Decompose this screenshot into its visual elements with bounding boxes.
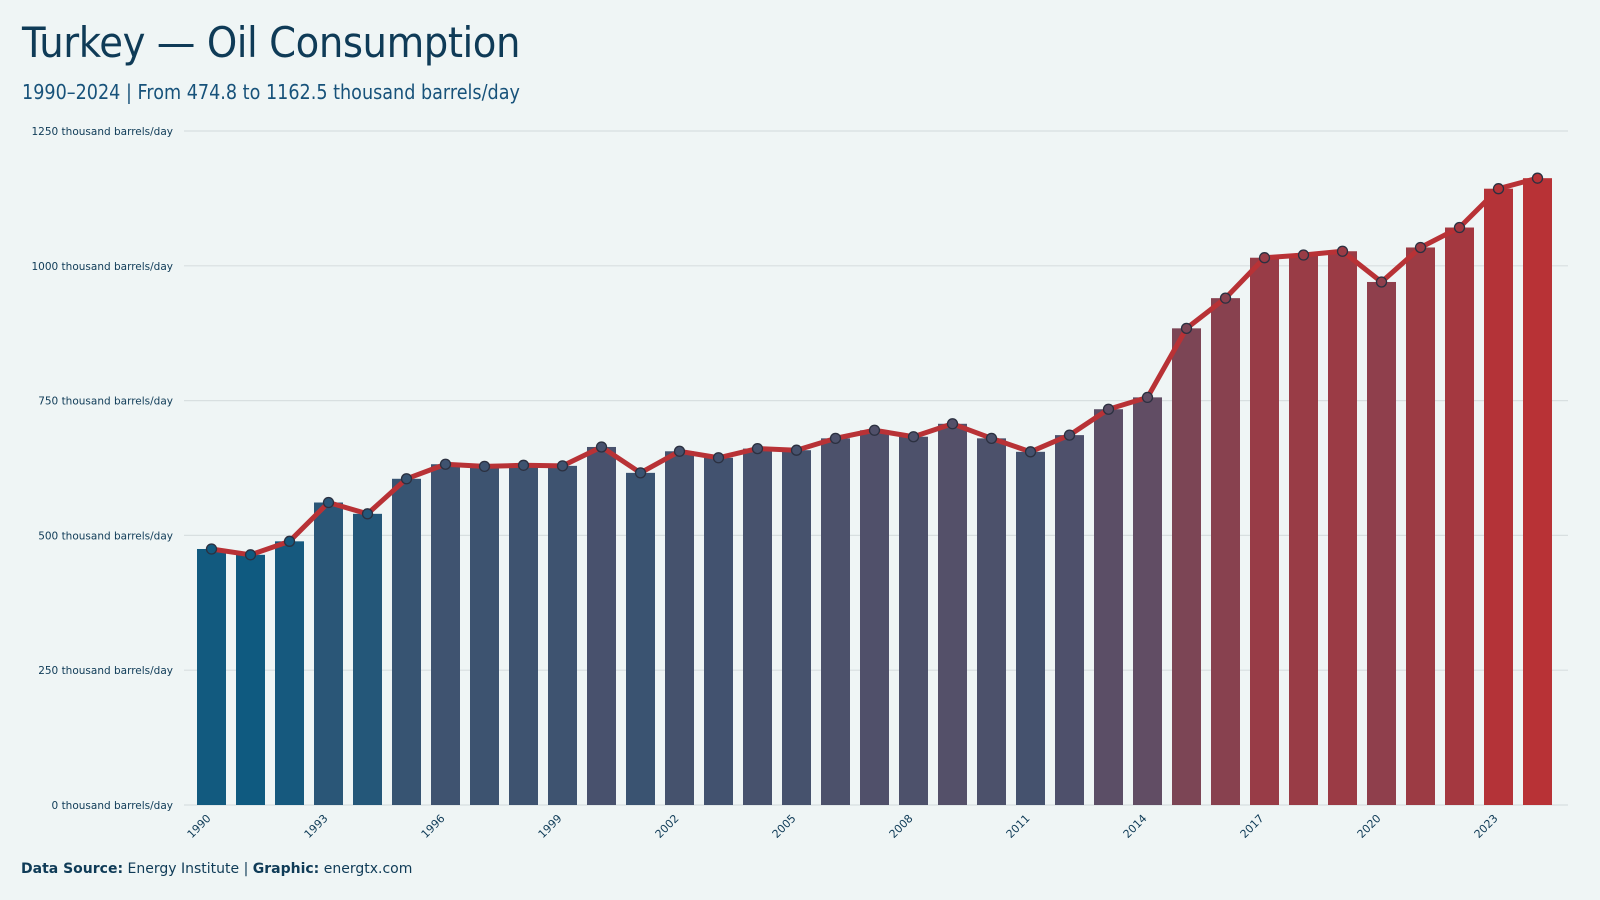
bar-2008 <box>899 436 928 805</box>
point-2011 <box>1024 446 1037 458</box>
bar-1991 <box>236 554 265 805</box>
x-tick-label-1999: 1999 <box>536 812 565 841</box>
footer-separator: | <box>243 861 249 877</box>
point-1992 <box>283 535 296 547</box>
point-2017 <box>1258 252 1271 264</box>
point-2014 <box>1141 391 1154 404</box>
point-2019 <box>1336 245 1349 257</box>
x-tick-label-2011: 2011 <box>1004 812 1033 841</box>
point-2005 <box>790 444 803 456</box>
point-2010 <box>985 432 998 444</box>
bar-1992 <box>275 541 304 805</box>
point-1997 <box>478 460 491 473</box>
bar-2007 <box>860 430 889 805</box>
bar-1998 <box>509 465 538 805</box>
bar-2021 <box>1406 247 1435 806</box>
graphic-label: Graphic: <box>252 861 320 877</box>
point-1990 <box>205 543 218 555</box>
bar-1996 <box>431 464 460 805</box>
bar-2018 <box>1289 255 1318 806</box>
x-tick-label-2014: 2014 <box>1121 812 1150 841</box>
point-2015 <box>1180 322 1193 334</box>
x-tick-label-2020: 2020 <box>1355 812 1384 841</box>
point-1993 <box>322 496 335 509</box>
point-2003 <box>712 452 725 464</box>
bar-2002 <box>665 451 694 805</box>
bar-2014 <box>1133 397 1162 805</box>
point-2008 <box>907 431 920 443</box>
x-tick-label-2005: 2005 <box>770 812 799 841</box>
x-tick-label-1996: 1996 <box>419 812 448 841</box>
x-tick-label-2017: 2017 <box>1238 812 1267 841</box>
point-2023 <box>1492 183 1505 195</box>
bar-2009 <box>938 423 967 805</box>
bar-2003 <box>704 457 733 805</box>
point-1999 <box>556 460 569 472</box>
point-2002 <box>673 445 686 457</box>
y-tick-label-250: 250 thousand barrels/day <box>38 665 173 677</box>
point-2016 <box>1219 292 1232 304</box>
point-1995 <box>400 473 413 485</box>
bar-2019 <box>1328 251 1357 806</box>
point-2012 <box>1063 429 1076 441</box>
bar-2012 <box>1055 435 1084 805</box>
point-2000 <box>595 441 608 453</box>
point-1996 <box>439 458 452 470</box>
y-tick-label-1000: 1000 thousand barrels/day <box>32 261 174 273</box>
bar-2004 <box>743 448 772 805</box>
bar-2022 <box>1445 227 1474 806</box>
point-1998 <box>517 459 530 471</box>
x-tick-label-2023: 2023 <box>1472 812 1501 841</box>
point-1994 <box>361 508 374 520</box>
bar-1997 <box>470 466 499 805</box>
source-label: Data Source: <box>21 861 124 877</box>
bar-1990 <box>197 548 226 805</box>
bar-2001 <box>626 472 655 805</box>
x-tick-label-1990: 1990 <box>185 812 214 841</box>
y-tick-label-500: 500 thousand barrels/day <box>38 530 173 542</box>
y-tick-label-0: 0 thousand barrels/day <box>52 800 173 812</box>
point-2022 <box>1453 221 1466 234</box>
bar-2017 <box>1250 257 1279 805</box>
x-tick-label-2002: 2002 <box>653 812 682 841</box>
bar-2006 <box>821 438 850 805</box>
chart-subtitle: 1990–2024 | From 474.8 to 1162.5 thousan… <box>22 80 520 104</box>
point-1991 <box>244 549 257 561</box>
bar-2013 <box>1094 409 1123 805</box>
bar-2010 <box>977 438 1006 805</box>
chart-title: Turkey — Oil Consumption <box>22 18 521 67</box>
bar-2016 <box>1211 298 1240 805</box>
point-2013 <box>1102 403 1115 415</box>
point-2018 <box>1297 249 1310 261</box>
point-2007 <box>868 424 881 436</box>
point-2004 <box>751 442 764 455</box>
point-2006 <box>829 432 842 444</box>
bar-2015 <box>1172 328 1201 805</box>
bar-2011 <box>1016 451 1045 805</box>
point-2021 <box>1414 241 1427 254</box>
source-value: Energy Institute <box>127 861 240 877</box>
graphic-value: energtx.com <box>323 861 413 877</box>
footer-credits: Data Source: Energy Institute | Graphic:… <box>21 861 412 877</box>
y-tick-label-750: 750 thousand barrels/day <box>38 396 173 408</box>
point-2009 <box>946 418 959 430</box>
bar-1993 <box>314 502 343 805</box>
bar-1999 <box>548 465 577 805</box>
x-tick-label-2008: 2008 <box>887 812 916 841</box>
bar-1994 <box>353 513 382 805</box>
x-tick-label-1993: 1993 <box>302 812 331 841</box>
bar-2020 <box>1367 281 1396 805</box>
bar-2024 <box>1523 178 1552 805</box>
point-2020 <box>1375 276 1388 288</box>
y-tick-label-1250: 1250 thousand barrels/day <box>32 126 174 138</box>
bar-2005 <box>782 450 811 805</box>
point-2024 <box>1531 172 1544 184</box>
bar-2000 <box>587 446 616 805</box>
point-2001 <box>634 467 647 479</box>
bar-1995 <box>392 478 421 805</box>
bar-2023 <box>1484 188 1513 805</box>
